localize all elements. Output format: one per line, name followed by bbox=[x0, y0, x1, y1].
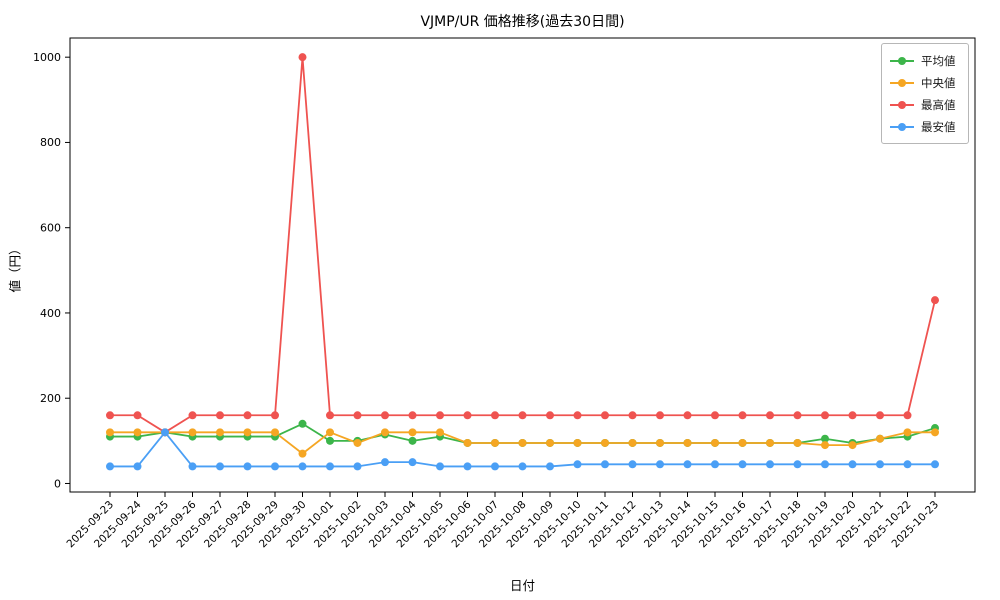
legend: 平均値 中央値 最高値 最安値 bbox=[881, 43, 969, 144]
legend-line-dot-icon bbox=[890, 101, 914, 109]
legend-item-median: 中央値 bbox=[890, 72, 960, 94]
legend-label-max: 最高値 bbox=[921, 98, 956, 112]
svg-text:800: 800 bbox=[40, 136, 61, 149]
legend-item-average: 平均値 bbox=[890, 50, 960, 72]
legend-line-dot-icon bbox=[890, 57, 914, 65]
svg-text:200: 200 bbox=[40, 392, 61, 405]
svg-text:1000: 1000 bbox=[33, 51, 61, 64]
x-axis-label: 日付 bbox=[509, 578, 535, 593]
legend-item-min: 最安値 bbox=[890, 116, 960, 138]
svg-text:0: 0 bbox=[54, 477, 61, 490]
chart-title: VJMP/UR 価格推移(過去30日間) bbox=[420, 14, 625, 30]
legend-label-median: 中央値 bbox=[921, 76, 956, 90]
legend-line-dot-icon bbox=[890, 79, 914, 87]
legend-label-average: 平均値 bbox=[921, 54, 956, 68]
y-axis-label: 値（円） bbox=[7, 242, 23, 293]
svg-text:600: 600 bbox=[40, 221, 61, 234]
legend-label-min: 最安値 bbox=[921, 120, 956, 134]
svg-text:400: 400 bbox=[40, 307, 61, 320]
legend-line-dot-icon bbox=[890, 123, 914, 131]
legend-item-max: 最高値 bbox=[890, 94, 960, 116]
